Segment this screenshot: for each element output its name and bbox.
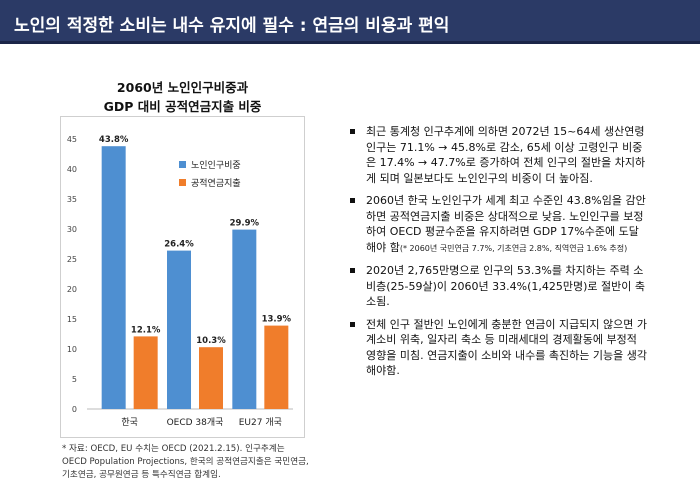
square-bullet-icon <box>350 198 355 203</box>
chart-panel: 0 5 10 15 20 25 30 35 40 45 43.8% 12.1% 한국 26.4% 10.3%… <box>60 116 305 438</box>
page-title: 노인의 적정한 소비는 내수 유지에 필수 : 연금의 비용과 편익 <box>14 16 450 36</box>
bullet-item: 2060년 한국 노인인구가 세계 최고 수준인 43.8%임을 감안하면 공적… <box>348 193 648 256</box>
y-tick-label: 10 <box>67 345 77 354</box>
data-label: 12.1% <box>131 325 161 335</box>
bar-pension <box>264 325 289 409</box>
data-label: 43.8% <box>99 135 129 145</box>
y-tick-label: 25 <box>67 255 77 264</box>
bar-elderly <box>232 229 257 409</box>
bullet-text: 2020년 2,765만명으로 인구의 53.3%를 차지하는 주력 소비층(2… <box>366 264 645 308</box>
bar-pension <box>199 347 223 409</box>
y-tick-label: 20 <box>67 285 77 294</box>
data-label: 10.3% <box>196 336 226 346</box>
data-label: 13.9% <box>262 315 292 325</box>
data-label: 26.4% <box>164 240 194 250</box>
category-label: 한국 <box>121 417 138 428</box>
bar-chart: 0 5 10 15 20 25 30 35 40 45 43.8% 12.1% 한국 26.4% 10.3%… <box>67 135 293 428</box>
bullet-item: 2020년 2,765만명으로 인구의 53.3%를 차지하는 주력 소비층(2… <box>348 263 648 310</box>
legend-swatch <box>179 179 186 186</box>
bar-elderly <box>101 146 126 409</box>
legend-swatch <box>179 161 186 168</box>
square-bullet-icon <box>350 268 355 273</box>
y-tick-label: 45 <box>67 135 77 144</box>
bullet-text: 2060년 한국 노인인구가 세계 최고 수준인 43.8%임을 감안하면 공적… <box>366 194 646 254</box>
legend-label: 노인인구비중 <box>191 160 241 171</box>
category-label: EU27 개국 <box>239 417 282 428</box>
chart-title-line1: 2060년 노인인구비중과 <box>116 80 249 95</box>
square-bullet-icon <box>350 321 355 327</box>
y-tick-label: 15 <box>67 315 77 324</box>
bullet-item: 전체 인구 절반인 노인에게 충분한 연금이 지급되지 않으면 가계소비 위축,… <box>348 317 648 379</box>
y-tick-label: 35 <box>67 195 77 204</box>
bullet-text: 전체 인구 절반인 노인에게 충분한 연금이 지급되지 않으면 가계소비 위축,… <box>366 317 647 378</box>
bar-pension <box>133 336 158 409</box>
y-tick-label: 40 <box>67 165 77 174</box>
title-bar: 노인의 적정한 소비는 내수 유지에 필수 : 연금의 비용과 편익 <box>0 0 700 44</box>
bullet-note: (* 2060년 국민연금 7.7%, 기초연금 2.8%, 직역연금 1.6%… <box>399 243 628 253</box>
legend-label: 공적연금지출 <box>191 177 241 189</box>
bar-elderly <box>167 250 191 409</box>
bullet-list: 최근 통계청 인구추계에 의하면 2072년 15~64세 생산연령인구는 71… <box>348 124 648 386</box>
square-bullet-icon <box>350 129 355 134</box>
y-tick-label: 30 <box>67 225 77 234</box>
y-tick-label: 0 <box>72 405 77 414</box>
data-label: 29.9% <box>230 219 260 229</box>
category-label: OECD 38개국 <box>167 417 224 428</box>
y-tick-label: 5 <box>72 375 77 384</box>
chart-title-line2: GDP 대비 공적연금지출 비중 <box>103 99 262 114</box>
bullet-text: 최근 통계청 인구추계에 의하면 2072년 15~64세 생산연령인구는 71… <box>366 125 646 185</box>
bullet-item: 최근 통계청 인구추계에 의하면 2072년 15~64세 생산연령인구는 71… <box>348 124 648 186</box>
footnote: * 자료: OECD, EU 수치는 OECD (2021.2.15). 인구추… <box>62 444 309 480</box>
